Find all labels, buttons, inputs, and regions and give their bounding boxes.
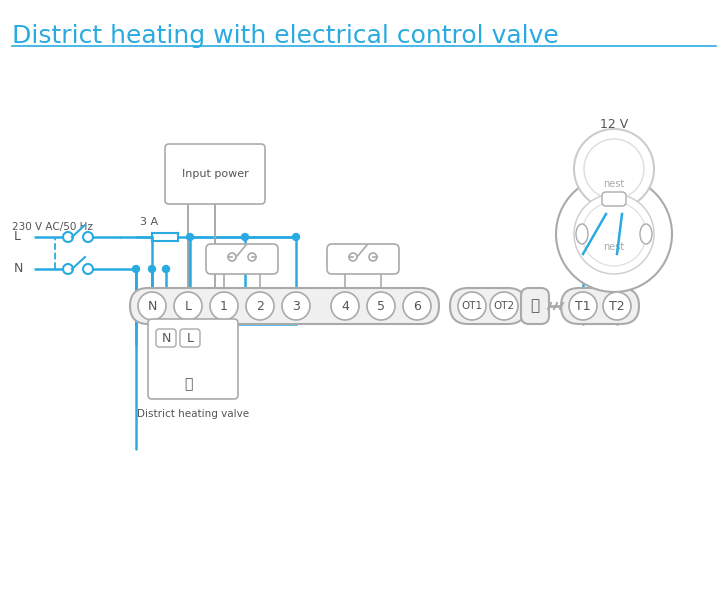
Circle shape [574, 194, 654, 274]
Text: L: L [184, 299, 191, 312]
Circle shape [63, 264, 73, 274]
Text: 12 V: 12 V [600, 118, 628, 131]
Text: N: N [147, 299, 157, 312]
Circle shape [569, 292, 597, 320]
Text: 1: 1 [220, 299, 228, 312]
Circle shape [186, 233, 194, 241]
Circle shape [403, 292, 431, 320]
Circle shape [349, 253, 357, 261]
Text: 4: 4 [341, 299, 349, 312]
Circle shape [293, 233, 299, 241]
Ellipse shape [576, 224, 588, 244]
Text: 2: 2 [256, 299, 264, 312]
Circle shape [83, 264, 93, 274]
Circle shape [584, 139, 644, 199]
Text: ⏚: ⏚ [183, 377, 192, 391]
Circle shape [132, 266, 140, 273]
Circle shape [138, 292, 166, 320]
Text: 230 V AC/50 Hz: 230 V AC/50 Hz [12, 222, 93, 232]
Circle shape [246, 292, 274, 320]
FancyBboxPatch shape [602, 192, 626, 206]
Circle shape [367, 292, 395, 320]
Circle shape [242, 233, 248, 241]
Ellipse shape [640, 224, 652, 244]
Circle shape [582, 202, 646, 266]
Text: Input power: Input power [181, 169, 248, 179]
Text: N: N [162, 333, 170, 346]
Circle shape [83, 232, 93, 242]
Circle shape [331, 292, 359, 320]
Text: N: N [14, 263, 23, 276]
Text: T1: T1 [575, 299, 591, 312]
FancyBboxPatch shape [180, 329, 200, 347]
FancyBboxPatch shape [521, 288, 549, 324]
Circle shape [149, 266, 156, 273]
Text: OT1: OT1 [462, 301, 483, 311]
Text: District heating valve: District heating valve [137, 409, 249, 419]
Text: nest: nest [604, 179, 625, 189]
Text: 3 A: 3 A [140, 217, 158, 227]
Text: OT2: OT2 [494, 301, 515, 311]
Circle shape [490, 292, 518, 320]
Circle shape [369, 253, 377, 261]
FancyBboxPatch shape [206, 244, 278, 274]
FancyBboxPatch shape [561, 288, 639, 324]
Circle shape [162, 266, 170, 273]
Text: L: L [14, 230, 21, 244]
Circle shape [574, 129, 654, 209]
Text: 5: 5 [377, 299, 385, 312]
FancyBboxPatch shape [148, 319, 238, 399]
Circle shape [458, 292, 486, 320]
Circle shape [556, 176, 672, 292]
FancyBboxPatch shape [130, 288, 439, 324]
Text: L: L [186, 333, 194, 346]
Circle shape [603, 292, 631, 320]
Text: T2: T2 [609, 299, 625, 312]
FancyBboxPatch shape [327, 244, 399, 274]
Circle shape [63, 232, 73, 242]
Circle shape [282, 292, 310, 320]
FancyBboxPatch shape [450, 288, 526, 324]
Text: 3: 3 [292, 299, 300, 312]
Text: District heating with electrical control valve: District heating with electrical control… [12, 24, 559, 48]
Circle shape [248, 253, 256, 261]
Circle shape [228, 253, 236, 261]
Text: 6: 6 [413, 299, 421, 312]
FancyBboxPatch shape [156, 329, 176, 347]
Circle shape [174, 292, 202, 320]
FancyBboxPatch shape [165, 144, 265, 204]
Text: ⏚: ⏚ [531, 299, 539, 314]
Text: nest: nest [604, 242, 625, 252]
Circle shape [210, 292, 238, 320]
